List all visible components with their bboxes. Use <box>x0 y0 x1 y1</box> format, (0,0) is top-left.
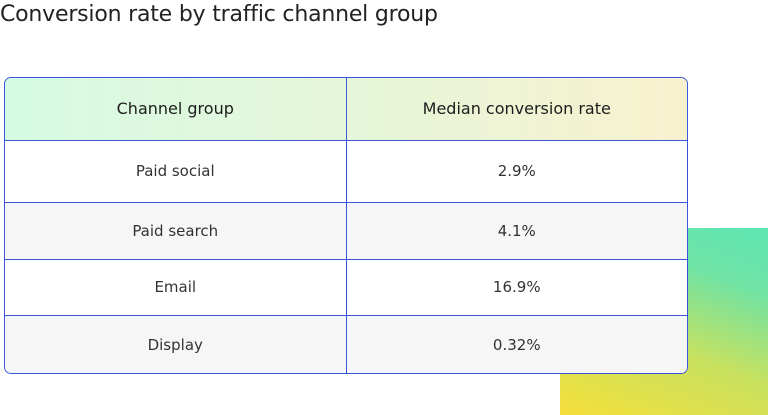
channel-cell: Paid search <box>5 202 346 260</box>
table-row: Display 0.32% <box>5 315 687 373</box>
column-header-channel-group: Channel group <box>5 78 346 141</box>
table-row: Email 16.9% <box>5 259 687 317</box>
rate-cell: 0.32% <box>345 315 687 373</box>
conversion-table-card: Channel group Median conversion rate Pai… <box>4 77 688 374</box>
channel-cell: Paid social <box>5 140 346 204</box>
table-header-row: Channel group Median conversion rate <box>5 78 687 141</box>
table-row: Paid social 2.9% <box>5 140 687 204</box>
channel-cell: Display <box>147 335 203 354</box>
conversion-table: Channel group Median conversion rate Pai… <box>5 78 687 373</box>
rate-cell: 2.9% <box>345 140 687 204</box>
rate-cell: 4.1% <box>345 202 687 260</box>
column-header-median-conversion-rate: Median conversion rate <box>345 78 687 141</box>
table-row: Paid search 4.1% <box>5 202 687 260</box>
channel-cell: Email <box>5 259 346 317</box>
rate-cell: 16.9% <box>345 259 687 317</box>
page-title: Conversion rate by traffic channel group <box>0 2 438 27</box>
